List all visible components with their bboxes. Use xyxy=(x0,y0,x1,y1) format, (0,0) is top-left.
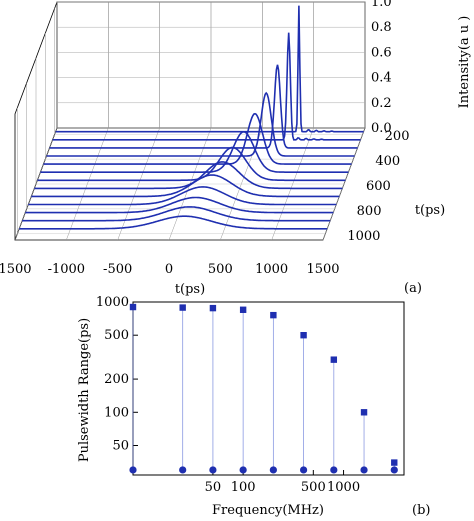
x-tick-label: 1500 xyxy=(306,262,339,277)
y-tick-label: 1000 xyxy=(96,295,129,310)
pulse-trace xyxy=(19,215,328,230)
z-tick-label: 0.4 xyxy=(371,71,392,86)
y-tick-label: 50 xyxy=(112,438,129,453)
plot-frame xyxy=(132,301,405,476)
y-tick-label: 100 xyxy=(104,405,129,420)
panel-label-a: (a) xyxy=(404,281,422,296)
panel-label-b: (b) xyxy=(412,503,430,518)
waterfall-curves xyxy=(19,5,364,230)
min-pulsewidth-marker xyxy=(239,466,247,474)
min-pulsewidth-marker xyxy=(129,466,137,474)
z-tick-label: 0.2 xyxy=(371,96,392,111)
x-tick-label: 1000 xyxy=(327,480,360,495)
pulse-trace xyxy=(49,64,358,149)
min-pulsewidth-marker xyxy=(330,466,338,474)
z-tick-label: 0.8 xyxy=(371,20,392,35)
pulse-trace xyxy=(55,5,364,133)
pulsewidth-x-axis-label: Frequency(MHz) xyxy=(212,503,324,518)
max-pulsewidth-marker xyxy=(330,356,338,363)
waterfall-x-axis-label: t(ps) xyxy=(175,282,205,297)
max-pulsewidth-marker xyxy=(300,331,307,339)
x-tick-label: 1500 xyxy=(0,262,32,277)
max-pulsewidth-marker xyxy=(270,311,277,319)
depth-tick-label: 400 xyxy=(375,154,400,169)
x-tick-label: 1000 xyxy=(255,262,288,277)
depth-tick-label: 200 xyxy=(385,129,410,144)
min-pulsewidth-marker xyxy=(360,466,368,474)
pulse-trace xyxy=(46,91,355,157)
max-pulsewidth-marker xyxy=(129,303,137,311)
pulse-trace xyxy=(34,161,343,190)
x-tick-label: -1000 xyxy=(48,262,85,277)
max-pulsewidth-marker xyxy=(391,459,398,466)
x-tick-label: 500 xyxy=(301,480,326,495)
pulse-trace xyxy=(40,131,349,173)
min-pulsewidth-marker xyxy=(269,466,277,474)
depth-tick-label: 600 xyxy=(366,179,391,194)
x-tick-label: 50 xyxy=(205,480,222,495)
x-tick-label: -500 xyxy=(103,262,132,277)
z-tick-label: 0.0 xyxy=(371,121,392,136)
z-tick-label: 1.0 xyxy=(371,0,392,10)
pulse-trace xyxy=(25,196,334,214)
waterfall-plot: 1500 -1000 -500 0 500 1000 1500 200 400 600 800 100… xyxy=(0,0,472,297)
waterfall-ticks: 1500 -1000 -500 0 500 1000 1500 200 400 600 800 100… xyxy=(0,0,409,277)
min-pulsewidth-marker xyxy=(179,466,187,474)
min-pulsewidth-marker xyxy=(299,466,308,474)
y-tick-label: 500 xyxy=(104,328,129,343)
x-tick-label: 500 xyxy=(208,262,233,277)
min-pulsewidth-marker xyxy=(390,466,398,474)
max-pulsewidth-marker xyxy=(239,306,247,313)
waterfall-depth-axis-label: t(ps) xyxy=(415,203,445,218)
y-tick-label: 200 xyxy=(104,372,129,387)
max-pulsewidth-marker xyxy=(179,304,186,311)
pulsewidth-y-axis-label: Pulsewidth Range(ps) xyxy=(77,318,92,462)
pulse-trace xyxy=(22,206,331,222)
depth-tick-label: 1000 xyxy=(347,229,380,244)
pulse-trace xyxy=(52,32,361,141)
pulse-trace xyxy=(43,112,352,165)
waterfall-z-axis-label: Intensity(a u ) xyxy=(457,16,472,109)
max-pulsewidth-marker xyxy=(209,304,217,312)
pulsewidth-markers xyxy=(129,303,398,474)
pulse-trace xyxy=(31,174,340,198)
min-pulsewidth-marker xyxy=(209,466,217,474)
depth-tick-label: 800 xyxy=(357,204,382,219)
x-tick-label: 100 xyxy=(231,480,256,495)
z-tick-label: 0.6 xyxy=(371,45,392,60)
pulsewidth-stems xyxy=(132,307,395,470)
x-tick-label: 0 xyxy=(165,262,173,277)
max-pulsewidth-marker xyxy=(360,409,368,416)
pulse-trace xyxy=(37,146,346,182)
pulse-trace xyxy=(28,186,337,206)
